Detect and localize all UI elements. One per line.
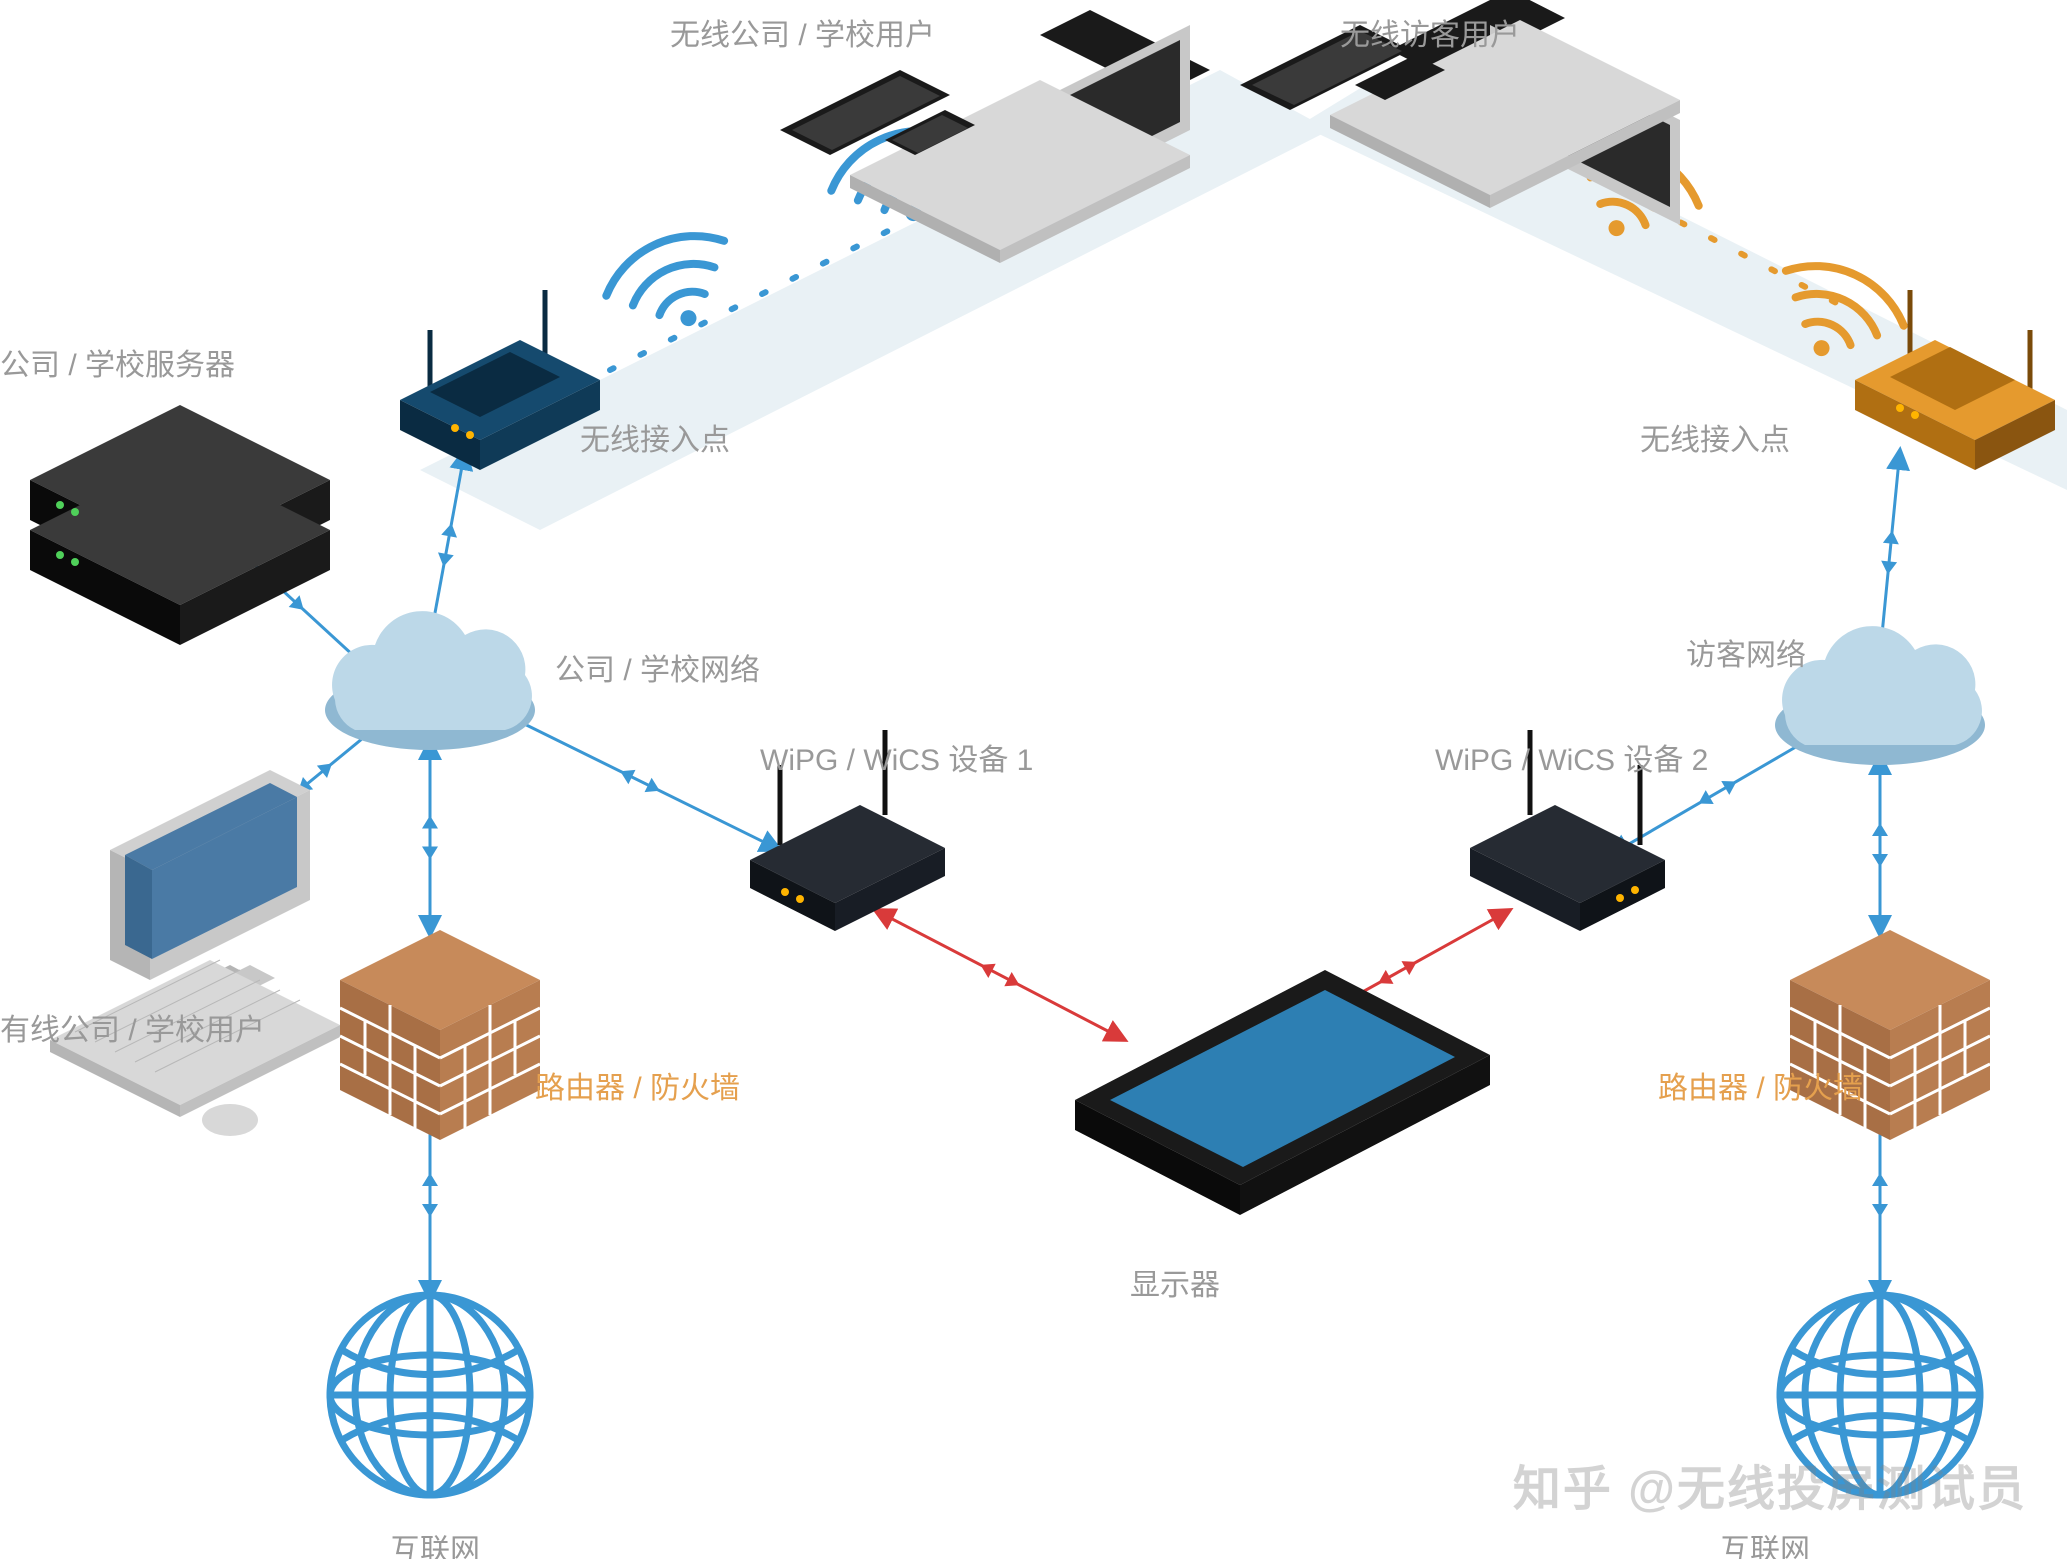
label-guest-network: 访客网络	[1686, 630, 1806, 674]
cloud-left	[325, 611, 535, 750]
label-internet-left: 互联网	[390, 1525, 480, 1559]
desktop-icon	[50, 770, 340, 1136]
label-wireless-guest-user: 无线访客用户	[1340, 10, 1520, 54]
label-internet-right: 互联网	[1720, 1525, 1810, 1559]
label-display: 显示器	[1130, 1260, 1220, 1304]
server-icon	[30, 405, 330, 645]
globe-left-icon	[330, 1295, 530, 1495]
label-wireless-ap-right: 无线接入点	[1640, 415, 1790, 459]
label-corp-school-server: 公司 / 学校服务器	[0, 340, 235, 384]
label-router-firewall-left: 路由器 / 防火墙	[535, 1063, 740, 1107]
watermark: 知乎 @无线投屏测试员	[1513, 1449, 2027, 1519]
diagram-stage	[0, 0, 2067, 1559]
cloud-right	[1775, 626, 1985, 765]
label-wired-user: 有线公司 / 学校用户	[0, 1005, 265, 1049]
ap-orange-icon	[1855, 290, 2055, 470]
label-corp-school-network: 公司 / 学校网络	[555, 645, 760, 689]
label-wireless-corp-school-user: 无线公司 / 学校用户	[670, 10, 935, 54]
display-icon	[1075, 970, 1490, 1215]
label-wireless-ap-left: 无线接入点	[580, 415, 730, 459]
firewall-left-icon	[340, 930, 540, 1140]
label-wipg-1: WiPG / WiCS 设备 1	[760, 735, 1033, 779]
label-wipg-2: WiPG / WiCS 设备 2	[1435, 735, 1708, 779]
label-router-firewall-right: 路由器 / 防火墙	[1658, 1063, 1863, 1107]
firewall-right-icon	[1790, 930, 1990, 1140]
